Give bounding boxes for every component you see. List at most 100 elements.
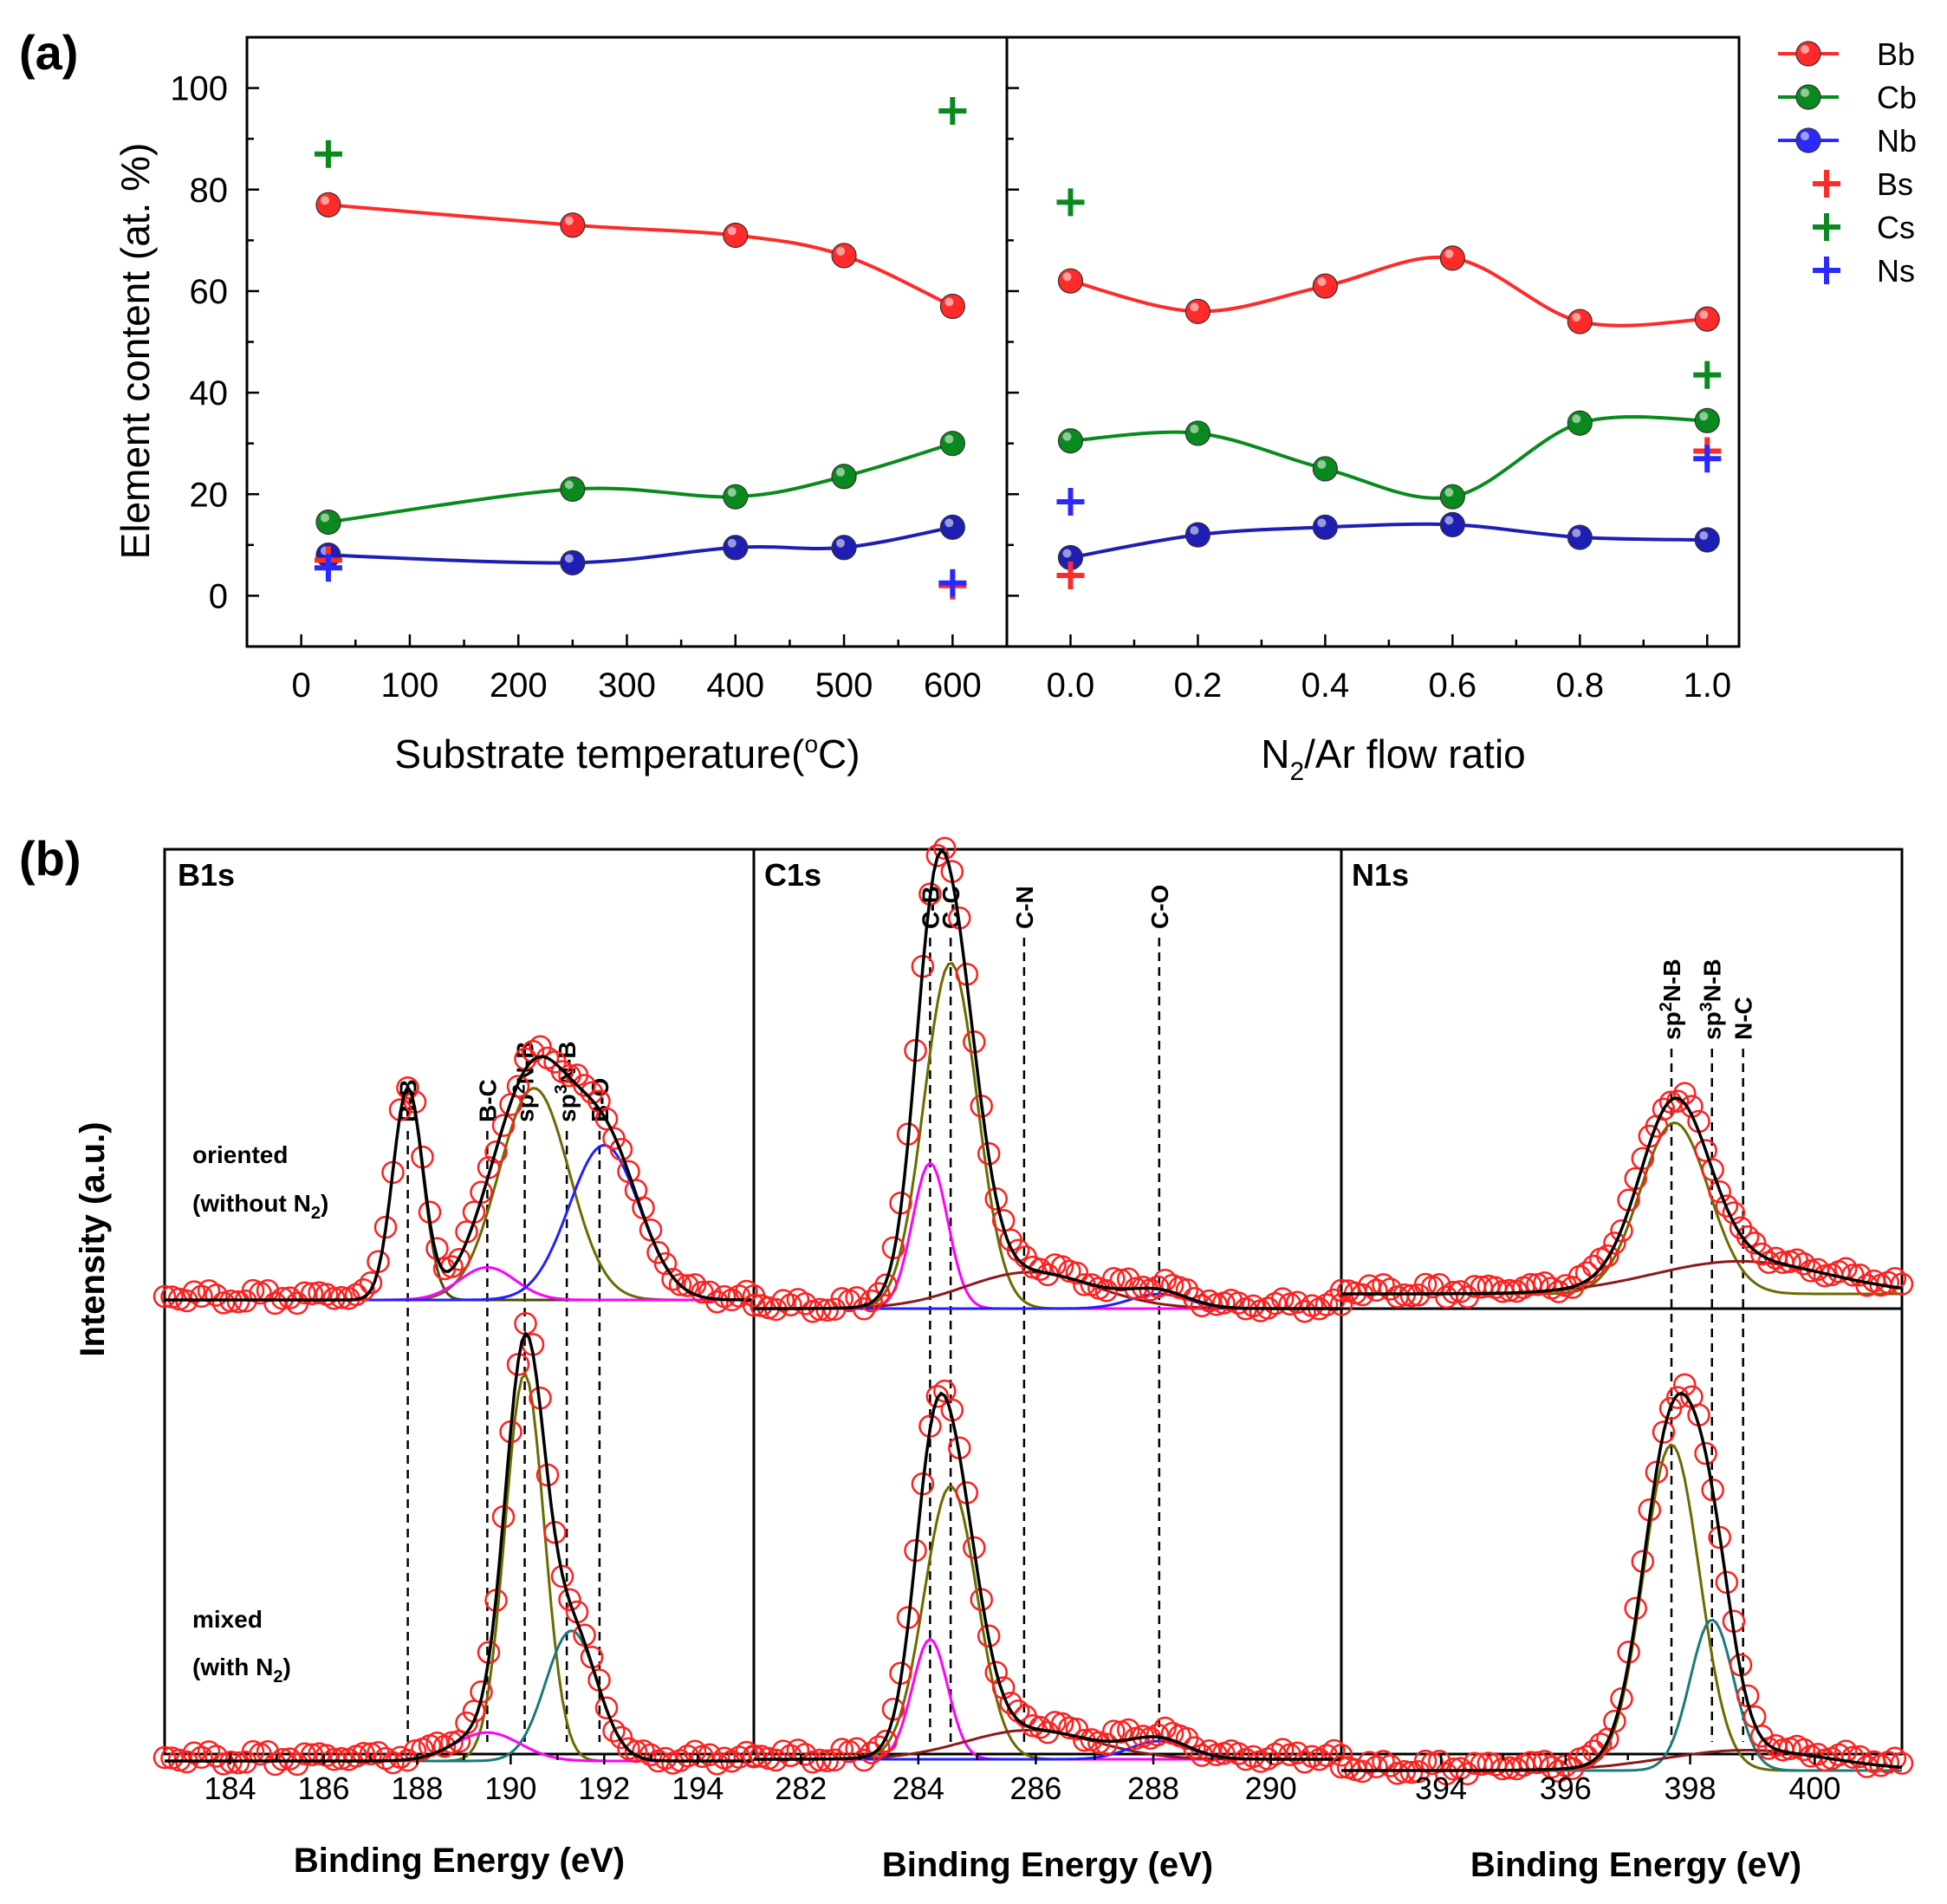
n1s-peak-label-1: sp3N-B bbox=[1697, 958, 1726, 1040]
a-right-point-Cb-3-highlight bbox=[1444, 488, 1454, 497]
a-left-point-Cb-3-body bbox=[831, 464, 857, 490]
a-right-line-Cb bbox=[1070, 415, 1708, 500]
a-left-line-Bb bbox=[328, 203, 954, 309]
c1s-bottom-point-0 bbox=[742, 1744, 766, 1768]
a-left-point-Bb-3-highlight bbox=[836, 246, 846, 256]
a-right-point-Bb-2-body bbox=[1312, 273, 1338, 299]
a-left-point-Bb-4-body bbox=[939, 293, 965, 320]
c1s-top-point-100 bbox=[1109, 1269, 1133, 1292]
a-right-point-Bb-2-highlight bbox=[1317, 277, 1327, 287]
a-right-point-Nb-2-highlight bbox=[1317, 518, 1327, 528]
n1s-title: N1s bbox=[1352, 857, 1409, 893]
a-right-point-Cb-1 bbox=[1184, 420, 1211, 446]
n1s-bottom-envelope bbox=[1341, 1391, 1903, 1772]
legend-circle-Bb-highlight bbox=[1801, 45, 1809, 54]
a-right-point-Nb-1-body bbox=[1184, 522, 1211, 548]
a-right-plus-Ns-0 bbox=[1056, 488, 1085, 517]
c1s-top-point-66 bbox=[984, 1187, 1008, 1211]
a-right-point-Bb-4 bbox=[1567, 309, 1593, 335]
panel-a-ylabel: Element content (at. %) bbox=[113, 143, 158, 560]
a-left-point-Cb-1-body bbox=[560, 476, 586, 502]
c1s-bottom-point-86 bbox=[1058, 1716, 1081, 1740]
n1s-top-point-30 bbox=[1435, 1285, 1458, 1309]
b1s-top-point-38 bbox=[293, 1281, 316, 1305]
n1s-peak-label-0-pre: sp bbox=[1658, 1011, 1685, 1040]
n1s-bottom-point-62 bbox=[1547, 1759, 1570, 1784]
c1s-bottom-point-12 bbox=[786, 1738, 810, 1762]
a-left-point-Bb-4 bbox=[939, 293, 965, 320]
n1s-bottom-point-80 bbox=[1610, 1686, 1633, 1711]
n1s-top-point-132 bbox=[1792, 1252, 1816, 1276]
legend-circle-Cb-highlight bbox=[1801, 88, 1809, 97]
n1s-peak-label-0-sup: 2 bbox=[1657, 1002, 1676, 1011]
b-ticks: 184 186 188 190 192 194 282 284 286 288 290 394 396 3… bbox=[204, 1754, 1840, 1806]
n1s-xlabel: Binding Energy (eV) bbox=[1470, 1846, 1801, 1884]
a-left-point-Nb-4-highlight bbox=[944, 518, 954, 528]
a-left-point-Cb-4-highlight bbox=[944, 434, 954, 444]
c1s-bottom-point-36 bbox=[874, 1729, 898, 1753]
n1s-top-point-12 bbox=[1372, 1273, 1395, 1296]
c1s-bottom-point-64 bbox=[977, 1624, 1001, 1647]
c1s-top-component-1 bbox=[754, 1161, 1341, 1310]
c1s-top-point-142 bbox=[1263, 1291, 1287, 1316]
b1s-bottom-point-38 bbox=[293, 1742, 316, 1766]
a-left-point-Bb-2-highlight bbox=[727, 226, 737, 236]
a-left-line-Nb bbox=[328, 525, 953, 565]
c1s-bottom-envelope bbox=[754, 1391, 1341, 1761]
c1s-top-point-132 bbox=[1227, 1291, 1250, 1315]
n1s-top-point-96 bbox=[1665, 1089, 1690, 1113]
a-left-plus-Ns-0 bbox=[314, 554, 342, 582]
b1s-title: B1s bbox=[178, 857, 235, 893]
a-left-point-Cb-4 bbox=[939, 431, 965, 457]
c1s-xtick-label-4: 290 bbox=[1245, 1771, 1297, 1806]
a-right-point-Cb-0-highlight bbox=[1062, 432, 1072, 441]
sample-bottom-line2: (with N2) bbox=[192, 1654, 291, 1686]
a-right-point-Nb-2 bbox=[1312, 514, 1338, 540]
a-right-point-Nb-3-body bbox=[1439, 511, 1465, 538]
a-right-point-Bb-2 bbox=[1312, 273, 1338, 299]
a-right-point-Bb-3 bbox=[1439, 245, 1465, 271]
a-right-point-Bb-3-body bbox=[1439, 245, 1465, 271]
panel-a-left-xlabel: Substrate temperature(oC) bbox=[394, 731, 860, 777]
c1s-top-point-36 bbox=[874, 1273, 898, 1297]
n1s-peak-label-1-pre: sp bbox=[1699, 1011, 1726, 1040]
a-left-point-Bb-1-highlight bbox=[564, 216, 574, 225]
c1s-bottom-point-34 bbox=[866, 1735, 891, 1758]
a-left-point-Nb-3-body bbox=[831, 535, 857, 561]
a-left-point-Cb-0 bbox=[315, 509, 341, 536]
c1s-peak-label-3: C-O bbox=[1146, 885, 1173, 929]
a-left-point-Cb-3-highlight bbox=[836, 467, 846, 477]
c1s-xtick-label-1: 284 bbox=[892, 1771, 944, 1806]
n1s-top-point-14 bbox=[1379, 1277, 1402, 1301]
n1s-bottom-point-56 bbox=[1526, 1751, 1549, 1775]
b1s-top-point-48 bbox=[329, 1285, 354, 1309]
panel-b-label: (b) bbox=[19, 831, 81, 886]
b1s-top-point-12 bbox=[197, 1279, 221, 1303]
a-left-plus-Ns-1 bbox=[938, 569, 967, 597]
panel-a-right-xlabel: N2/Ar flow ratio bbox=[1261, 731, 1526, 786]
n1s-top-envelope bbox=[1341, 1096, 1903, 1296]
legend-circle-Nb-body bbox=[1795, 127, 1821, 153]
a-left-point-Bb-4-highlight bbox=[944, 297, 954, 307]
b1s-bottom-point-48 bbox=[329, 1746, 354, 1771]
b1s-peak-label-3-pre: sp bbox=[554, 1094, 581, 1122]
legend-circle-Nb-highlight bbox=[1801, 132, 1809, 140]
a-right-point-Cb-5-body bbox=[1694, 407, 1720, 433]
a-right-point-Cb-4 bbox=[1567, 410, 1593, 436]
a-right-point-Nb-3-highlight bbox=[1444, 516, 1454, 525]
n1s-bottom-point-40 bbox=[1470, 1752, 1494, 1776]
n1s-xtick-label-2: 398 bbox=[1665, 1771, 1717, 1806]
n1s-top-point-80 bbox=[1610, 1218, 1633, 1243]
a-right-point-Bb-0-body bbox=[1057, 268, 1084, 294]
a-right-point-Nb-4 bbox=[1567, 524, 1593, 550]
a-left-ytick-label-4: 80 bbox=[190, 172, 229, 210]
a-left-point-Cb-2-highlight bbox=[727, 488, 737, 497]
b1s-peak-label-2-sup: 2 bbox=[510, 1084, 529, 1094]
a-left-xtick-label-5: 500 bbox=[815, 666, 873, 705]
a-left-point-Cb-2 bbox=[723, 484, 749, 510]
a-right-xtick-label-1: 0.2 bbox=[1174, 666, 1223, 705]
legend-plus-Ns bbox=[1813, 257, 1840, 284]
b1s-top-data-points bbox=[153, 1035, 766, 1316]
b1s-top-point-116 bbox=[580, 1081, 604, 1105]
